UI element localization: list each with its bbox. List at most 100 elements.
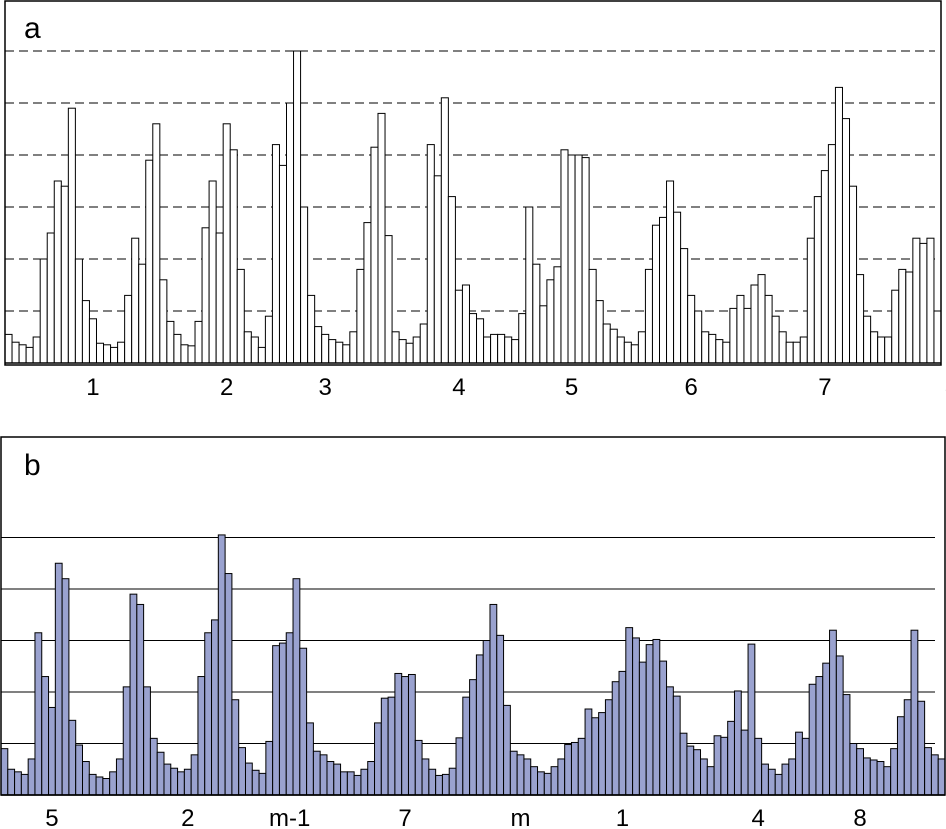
panel-a-bar [384, 235, 393, 364]
panel-b-bar [61, 578, 70, 796]
panel-b-bar [82, 761, 90, 796]
panel-a-bar [39, 258, 48, 364]
panel-b-bar [550, 766, 559, 796]
panel-a-bar [300, 206, 309, 364]
panel-b-bar [822, 662, 831, 796]
panel-a-bar [574, 154, 583, 364]
panel-b-bar [7, 768, 16, 796]
panel-a-bar [630, 344, 639, 364]
panel-b-bar [41, 676, 50, 796]
panel-b-bar [27, 758, 36, 796]
panel-a-bar [124, 294, 133, 364]
panel-b-bar [414, 739, 423, 796]
panel-b-bar [48, 706, 56, 796]
panel-a-bar [567, 154, 576, 364]
panel-b-bar [910, 629, 919, 796]
panel-b-tick-label: 8 [853, 805, 866, 829]
panel-a-tick-label: 5 [565, 374, 578, 401]
panel-a-bar [870, 331, 879, 364]
panel-a-bar [581, 157, 590, 364]
panel-a-bar [588, 268, 597, 364]
panel-b-bar [122, 686, 131, 796]
panel-b-bar [211, 619, 219, 796]
panel-a-bar [898, 268, 907, 364]
panel-a-bar [785, 341, 794, 364]
panel-a-bar [328, 339, 337, 364]
panel-a-bar [201, 227, 210, 364]
panel-b-bar [584, 708, 593, 796]
panel-b-bar [20, 773, 29, 796]
panel-a-bar [103, 344, 112, 364]
panel-a-bar [419, 323, 428, 364]
panel-b-bar [530, 766, 539, 796]
panel-a-bar [363, 222, 372, 364]
panel-b-tick-label: 1 [616, 805, 629, 829]
panel-b-bar [781, 763, 790, 796]
panel-b-bar [346, 771, 355, 796]
panel-b-bar [312, 750, 321, 796]
panel-b-bar [883, 766, 892, 796]
panel-a-bar [518, 313, 527, 364]
panel-a-bar [834, 86, 843, 364]
panel-a-bar [799, 336, 808, 364]
panel-b-tick-label: 7 [398, 805, 411, 829]
panel-b-bar [516, 754, 525, 796]
panel-b-bar [156, 751, 165, 796]
panel-a-bar [271, 144, 280, 364]
panel-a-bar [926, 237, 935, 364]
panel-b-bar [217, 534, 226, 796]
panel-b-bar [482, 640, 491, 796]
panel-a-bar [504, 336, 513, 364]
panel-b-bar [88, 773, 97, 796]
panel-a-bar [659, 216, 668, 364]
panel-a-bar [433, 175, 442, 364]
panel-b-bar [224, 573, 233, 796]
panel-b-bar [638, 661, 647, 796]
panel-b-bar [503, 704, 511, 796]
panel-b-bar [299, 647, 308, 796]
panel-b-bar [421, 758, 430, 796]
panel-b-bar [930, 754, 939, 796]
panel-a-tick-label: 6 [684, 374, 697, 401]
panel-b-tick-label: 5 [45, 805, 58, 829]
panel-a-bar [194, 320, 203, 364]
panel-a-label: a [24, 12, 41, 45]
panel-a-bar [560, 149, 569, 364]
panel-a-bar [884, 336, 893, 364]
panel-b-bar [564, 744, 572, 796]
panel-a-bar [426, 144, 435, 364]
panel-b-bar [686, 745, 695, 796]
panel-b-bar [659, 660, 668, 796]
panel-a-bar [891, 289, 900, 364]
panel-b-bar [747, 643, 756, 796]
panel-a-tick-label: 1 [86, 374, 99, 401]
panel-b-bar [896, 716, 905, 796]
panel-b-bar [387, 696, 396, 796]
panel-b-bar [367, 761, 376, 796]
panel-a-bar [497, 333, 506, 364]
panel-a-bar [159, 279, 168, 364]
panel-a-bar [553, 266, 562, 364]
panel-b-bar [353, 774, 362, 796]
panel-b-bar [455, 737, 464, 796]
panel-a-bar [236, 268, 245, 364]
panel-b-bar [672, 695, 681, 796]
panel-a-bar [229, 149, 238, 364]
panel-a-bar [278, 164, 288, 364]
panel-a-bar [243, 331, 252, 364]
panel-b-bar [849, 743, 858, 796]
panel-a-bar [74, 258, 83, 364]
panel-b-bar [136, 603, 145, 796]
panel-b-bar [754, 737, 763, 796]
panel-b-bar [190, 754, 199, 796]
panel-a-bar [208, 180, 217, 364]
panel-a-bar [743, 307, 752, 364]
panel-a-bar [468, 313, 478, 364]
panel-a-bar [67, 107, 76, 364]
panel-a-bar [356, 268, 365, 364]
panel-a-bar [131, 237, 140, 364]
panel-a-bar [736, 294, 745, 364]
panel-b-bar [394, 672, 403, 796]
panel-a-bar [476, 318, 485, 364]
panel-b-bar [95, 776, 104, 796]
